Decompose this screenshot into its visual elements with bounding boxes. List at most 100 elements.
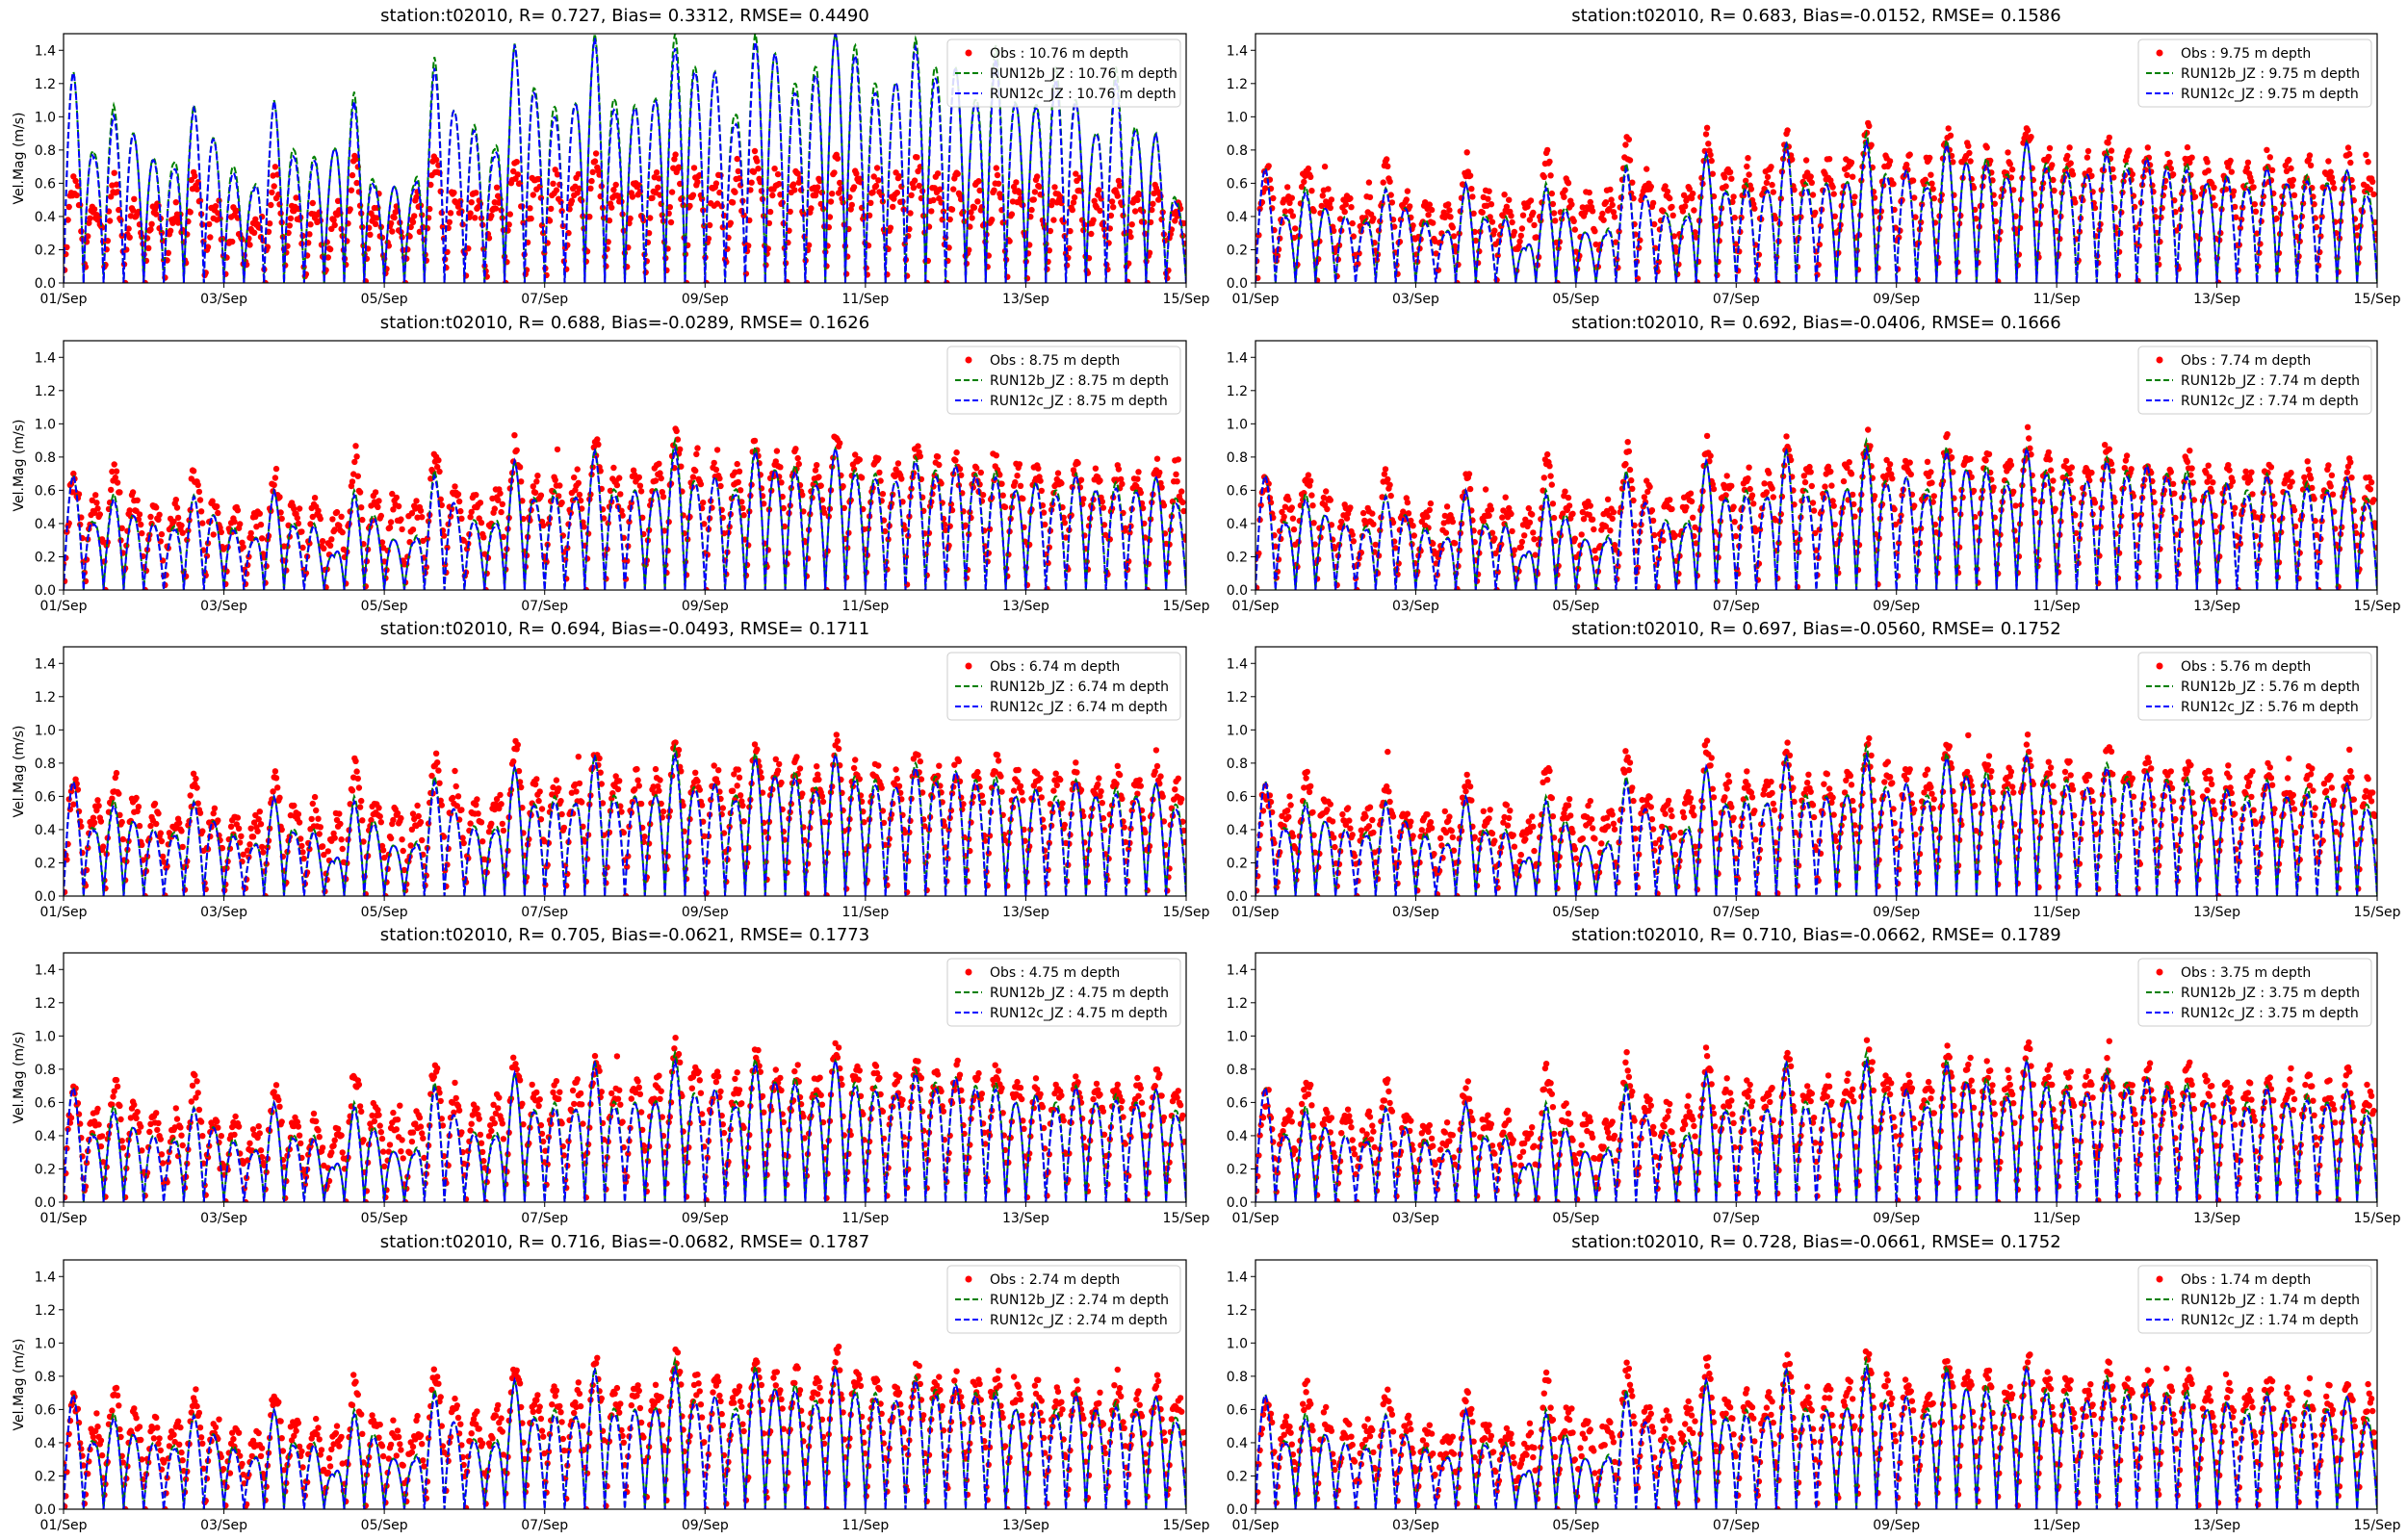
obs-point bbox=[2188, 465, 2195, 472]
obs-point bbox=[1625, 448, 1633, 455]
obs-point bbox=[692, 467, 699, 475]
obs-point bbox=[1807, 469, 1814, 475]
obs-point bbox=[158, 229, 166, 236]
plot-area bbox=[64, 425, 1186, 590]
obs-point bbox=[1586, 189, 1592, 196]
obs-point bbox=[1592, 241, 1599, 248]
obs-point bbox=[1550, 210, 1558, 217]
obs-point bbox=[2187, 448, 2193, 454]
obs-point bbox=[1691, 207, 1697, 214]
obs-point bbox=[376, 813, 383, 820]
obs-point bbox=[2049, 162, 2056, 168]
obs-point bbox=[215, 210, 221, 217]
obs-point bbox=[1728, 175, 1735, 182]
obs-point bbox=[96, 511, 104, 518]
obs-point bbox=[2210, 479, 2216, 486]
obs-point bbox=[165, 249, 171, 256]
obs-point bbox=[395, 502, 402, 510]
obs-point bbox=[2066, 144, 2073, 151]
obs-point bbox=[875, 455, 882, 462]
obs-point bbox=[452, 767, 458, 775]
obs-point bbox=[114, 479, 121, 486]
obs-point bbox=[1319, 192, 1327, 199]
obs-point bbox=[2012, 502, 2019, 509]
obs-point bbox=[936, 461, 943, 469]
obs-point bbox=[1074, 459, 1081, 467]
obs-point bbox=[1651, 220, 1658, 228]
obs-point bbox=[948, 206, 956, 213]
obs-point bbox=[1500, 213, 1507, 219]
obs-point bbox=[514, 741, 521, 748]
obs-point bbox=[2301, 474, 2308, 481]
obs-point bbox=[574, 466, 581, 473]
obs-point bbox=[349, 171, 356, 179]
obs-point bbox=[954, 170, 961, 177]
obs-point bbox=[2290, 176, 2296, 184]
obs-point bbox=[196, 809, 204, 816]
obs-point bbox=[2369, 178, 2376, 185]
obs-point bbox=[856, 456, 863, 463]
obs-point bbox=[1570, 218, 1577, 224]
legend-label: RUN12c_JZ : 10.76 m depth bbox=[990, 87, 1177, 102]
obs-point bbox=[407, 223, 414, 231]
obs-point bbox=[2106, 446, 2112, 452]
obs-point bbox=[755, 166, 762, 172]
obs-point bbox=[434, 759, 441, 766]
obs-point bbox=[552, 167, 558, 173]
obs-point bbox=[1761, 480, 1768, 487]
obs-point bbox=[1550, 514, 1558, 522]
obs-point bbox=[2126, 147, 2133, 154]
obs-point bbox=[1370, 521, 1377, 527]
obs-point bbox=[1100, 226, 1108, 233]
obs-point bbox=[1404, 188, 1411, 194]
obs-point bbox=[413, 498, 420, 504]
obs-point bbox=[686, 202, 693, 210]
x-tick-label: 07/Sep bbox=[521, 599, 568, 614]
y-tick-label: 0.6 bbox=[35, 176, 56, 192]
obs-point bbox=[1750, 500, 1757, 507]
obs-point bbox=[952, 457, 959, 464]
obs-point bbox=[974, 198, 981, 205]
obs-point bbox=[2084, 147, 2092, 155]
obs-point bbox=[635, 783, 642, 789]
obs-point bbox=[265, 228, 272, 235]
obs-point bbox=[2244, 159, 2252, 166]
obs-point bbox=[1096, 187, 1102, 193]
obs-point bbox=[617, 491, 624, 498]
obs-point bbox=[514, 171, 521, 178]
obs-point bbox=[2289, 478, 2295, 485]
subplot-title: station:t02010, R= 0.692, Bias=-0.0406, … bbox=[1571, 313, 2060, 333]
obs-point bbox=[1607, 527, 1614, 534]
obs-point bbox=[994, 171, 1001, 179]
obs-point bbox=[2006, 161, 2013, 167]
obs-point bbox=[1610, 209, 1618, 216]
obs-point bbox=[2212, 202, 2218, 209]
x-tick-label: 03/Sep bbox=[200, 292, 247, 307]
obs-point bbox=[510, 167, 517, 175]
obs-point bbox=[1769, 181, 1775, 189]
obs-point bbox=[706, 221, 713, 229]
obs-point bbox=[2051, 187, 2058, 194]
obs-point bbox=[575, 754, 582, 760]
obs-point bbox=[1482, 486, 1489, 493]
obs-point bbox=[814, 763, 820, 770]
obs-point bbox=[558, 500, 565, 506]
obs-point bbox=[249, 834, 257, 840]
obs-point bbox=[1806, 463, 1813, 471]
y-axis-label: Vel.Mag (m/s) bbox=[12, 112, 27, 204]
obs-point bbox=[837, 179, 843, 187]
obs-point bbox=[1909, 177, 1917, 184]
obs-point bbox=[2128, 466, 2135, 473]
obs-point bbox=[1917, 218, 1925, 226]
obs-point bbox=[2047, 467, 2055, 474]
obs-point bbox=[2067, 160, 2074, 167]
obs-point bbox=[1036, 183, 1043, 191]
legend-obs-marker bbox=[965, 49, 972, 57]
obs-point bbox=[458, 515, 465, 522]
obs-point bbox=[1886, 158, 1894, 165]
obs-point bbox=[1730, 503, 1737, 510]
obs-point bbox=[2184, 458, 2191, 466]
obs-point bbox=[1518, 225, 1526, 232]
obs-point bbox=[1347, 194, 1354, 202]
